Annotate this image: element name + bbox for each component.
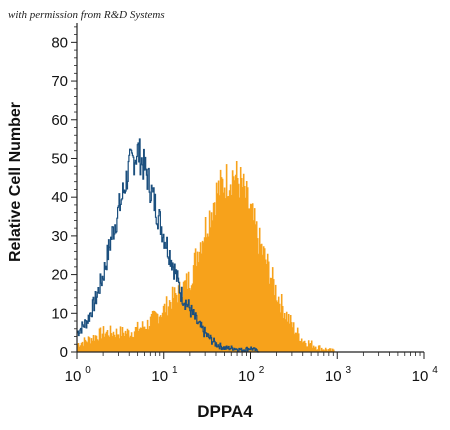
y-tick-label: 10: [51, 305, 68, 322]
x-tick-label: 10: [412, 368, 429, 385]
y-tick-label: 30: [51, 228, 68, 245]
y-tick-label: 20: [51, 267, 68, 284]
series-outline-histogram: [77, 138, 260, 353]
x-tick-exponent: 0: [85, 365, 91, 376]
y-tick-label: 50: [51, 150, 68, 167]
x-axis-label: DPPA4: [197, 402, 253, 421]
y-tick-label: 70: [51, 73, 68, 90]
x-tick-exponent: 1: [172, 365, 178, 376]
x-tick-label: 10: [325, 368, 342, 385]
series-filled-histogram: [76, 161, 338, 353]
permission-note: with permission from R&D Systems: [8, 9, 165, 21]
x-tick-label: 10: [151, 368, 168, 385]
y-tick-label: 40: [51, 189, 68, 206]
x-tick-exponent: 2: [259, 365, 265, 376]
x-tick-label: 10: [238, 368, 255, 385]
x-tick-label: 10: [65, 368, 82, 385]
y-tick-label: 80: [51, 34, 68, 51]
y-tick-label: 0: [60, 344, 68, 361]
x-tick-exponent: 4: [432, 365, 438, 376]
x-tick-exponent: 3: [345, 365, 351, 376]
y-tick-label: 60: [51, 112, 68, 129]
y-axis-label: Relative Cell Number: [7, 101, 24, 263]
